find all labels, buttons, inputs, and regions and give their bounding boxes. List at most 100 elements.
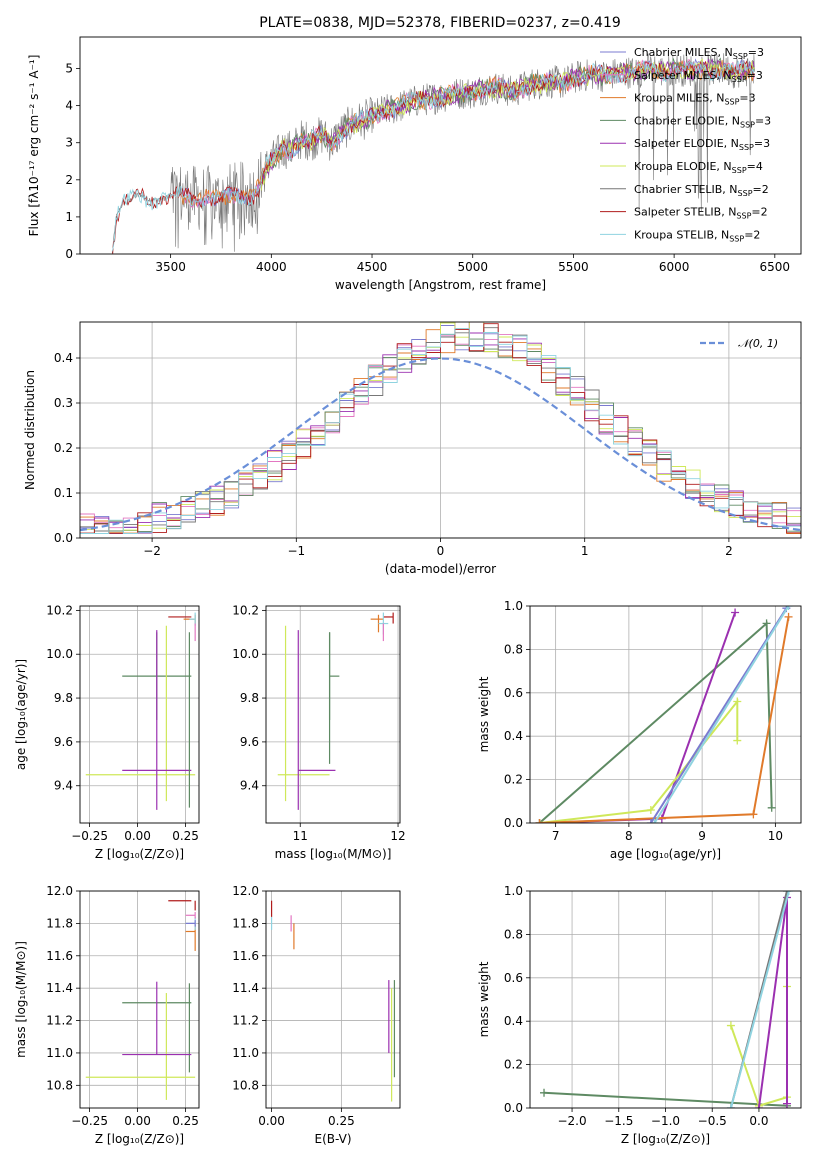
plot-area — [530, 891, 801, 1108]
y-tick-label: 0.1 — [54, 486, 73, 500]
x-tick-label: −0.25 — [71, 829, 108, 843]
x-tick-label: 0.25 — [172, 1114, 199, 1128]
x-axis-label: age [log₁₀(age/yr)] — [610, 847, 721, 861]
panel-mass-weight-vs-Z: −2.0 −1.5 −1.0 −0.5 0.0 0.0 0.2 0.4 0.6 0.8 1.0 Z [… — [477, 884, 802, 1146]
panel-age-vs-Z: −0.25 0.00 0.25 9.4 9.6 9.8 10.0 10.2 Z [log₁₀(Z… — [14, 603, 200, 861]
x-tick-label: 0.25 — [172, 829, 199, 843]
y-tick-label: 2 — [65, 173, 73, 187]
mass-weight-marker — [782, 1099, 791, 1108]
y-tick-label: 3 — [65, 136, 73, 150]
x-tick-label: 4500 — [357, 260, 388, 274]
legend-entry: Salpeter MILES, NSSP=3 — [634, 69, 763, 84]
mass-weight-marker — [731, 608, 740, 617]
y-tick-label: 12.0 — [46, 884, 73, 898]
chart-title: PLATE=0838, MJD=52378, FIBERID=0237, z=0… — [259, 15, 621, 31]
y-tick-label: 0.2 — [504, 773, 523, 787]
x-tick-label: 0.0 — [749, 1114, 768, 1128]
mass-weight-marker — [726, 1021, 735, 1030]
mass-weight-marker — [784, 891, 793, 895]
x-tick-label: 2 — [725, 544, 733, 558]
panel-residuals: −2 −1 0 1 2 0.0 0.1 0.2 0.3 0.4 (data-model)/error… — [23, 321, 802, 576]
x-tick-label: 12 — [390, 829, 405, 843]
plot-area — [266, 891, 400, 1108]
mass-weight-marker — [535, 819, 544, 823]
y-tick-label: 0.0 — [504, 816, 523, 830]
normal-curve — [80, 357, 801, 532]
plot-area — [266, 606, 400, 823]
y-axis-label: mass weight — [477, 676, 491, 752]
axes-frame — [529, 890, 802, 1109]
legend-entry: Chabrier STELIB, NSSP=2 — [634, 183, 769, 198]
axes-frame — [265, 605, 401, 824]
y-tick-label: 11.8 — [232, 916, 259, 930]
y-tick-label: 9.6 — [240, 735, 259, 749]
x-tick-label: 0.25 — [328, 1114, 355, 1128]
y-tick-label: 10.0 — [232, 647, 259, 661]
x-tick-label: 10 — [768, 829, 783, 843]
x-tick-label: 0.00 — [258, 1114, 285, 1128]
mass-weight-marker — [749, 810, 758, 819]
x-tick-label: −0.5 — [698, 1114, 727, 1128]
legend-entry: Chabrier ELODIE, NSSP=3 — [634, 114, 771, 129]
legend-entry: Kroupa ELODIE, NSSP=4 — [634, 160, 763, 175]
axes-frame — [79, 890, 200, 1109]
y-tick-label: 1.0 — [504, 599, 523, 613]
y-axis-label: age [log₁₀(age/yr)] — [14, 659, 28, 770]
legend-entry: 𝒩(0, 1) — [738, 337, 778, 350]
legend-entry: Salpeter ELODIE, NSSP=3 — [634, 137, 770, 152]
y-tick-label: 12.0 — [232, 884, 259, 898]
y-axis-label: Normed distribution — [23, 370, 37, 490]
y-tick-label: 1.0 — [504, 884, 523, 898]
y-tick-label: 0 — [65, 247, 73, 261]
y-tick-label: 10.0 — [46, 647, 73, 661]
mass-weight-line — [539, 612, 737, 823]
x-axis-label: mass [log₁₀(M/M⊙)] — [275, 847, 392, 861]
axes-frame — [79, 36, 802, 255]
y-tick-label: 0.0 — [504, 1101, 523, 1115]
y-tick-label: 0.8 — [504, 642, 523, 656]
y-tick-label: 11.6 — [232, 949, 259, 963]
legend-entry: Salpeter STELIB, NSSP=2 — [634, 206, 768, 221]
x-tick-label: 1 — [581, 544, 589, 558]
spectrum-data-line — [111, 53, 755, 254]
mass-weight-marker — [784, 606, 793, 610]
x-tick-label: 6500 — [760, 260, 791, 274]
y-tick-label: 11.0 — [232, 1046, 259, 1060]
y-axis-label: mass [log₁₀(M/M⊙)] — [14, 941, 28, 1058]
y-tick-label: 11.6 — [46, 949, 73, 963]
legend-entry: Kroupa MILES, NSSP=3 — [634, 92, 756, 107]
y-axis-label: mass weight — [477, 961, 491, 1037]
y-tick-label: 9.4 — [240, 779, 259, 793]
x-tick-label: 0.00 — [124, 829, 151, 843]
spectrum-model-line — [260, 57, 755, 182]
x-axis-label: (data-model)/error — [385, 562, 496, 576]
x-axis-label: Z [log₁₀(Z/Z⊙)] — [95, 1132, 184, 1146]
mass-weight-line — [543, 1091, 788, 1107]
y-tick-label: 11.2 — [46, 1014, 73, 1028]
spectrum-model-line — [111, 60, 755, 252]
y-tick-label: 11.4 — [46, 981, 73, 995]
x-axis-label: wavelength [Angstrom, rest frame] — [335, 278, 546, 292]
x-tick-label: 0 — [437, 544, 445, 558]
mass-weight-line — [650, 607, 788, 823]
legend: Chabrier MILES, NSSP=3 Salpeter MILES, NS… — [600, 46, 771, 243]
mass-weight-marker — [733, 697, 742, 706]
y-tick-label: 0.2 — [54, 441, 73, 455]
x-tick-label: 7 — [552, 829, 560, 843]
y-tick-label: 0.0 — [54, 531, 73, 545]
y-tick-label: 11.4 — [232, 981, 259, 995]
y-axis-label: Flux [fλ10⁻¹⁷ erg cm⁻² s⁻¹ A⁻¹] — [27, 55, 41, 237]
y-tick-label: 0.2 — [504, 1058, 523, 1072]
x-axis-label: E(B-V) — [314, 1132, 351, 1146]
axes-frame — [265, 890, 401, 1109]
residual-histogram — [80, 328, 801, 534]
axes-frame — [79, 321, 802, 539]
y-tick-label: 9.8 — [240, 691, 259, 705]
mass-weight-marker — [646, 805, 655, 814]
panel-mass-vs-EBV: 0.00 0.25 10.8 11.0 11.2 11.4 11.6 11.8 12.0 E(B-… — [232, 884, 401, 1146]
x-tick-label: 3500 — [155, 260, 186, 274]
y-tick-label: 0.4 — [504, 1014, 523, 1028]
residual-histogram — [80, 333, 801, 534]
y-tick-label: 5 — [65, 62, 73, 76]
y-tick-label: 0.6 — [504, 686, 523, 700]
